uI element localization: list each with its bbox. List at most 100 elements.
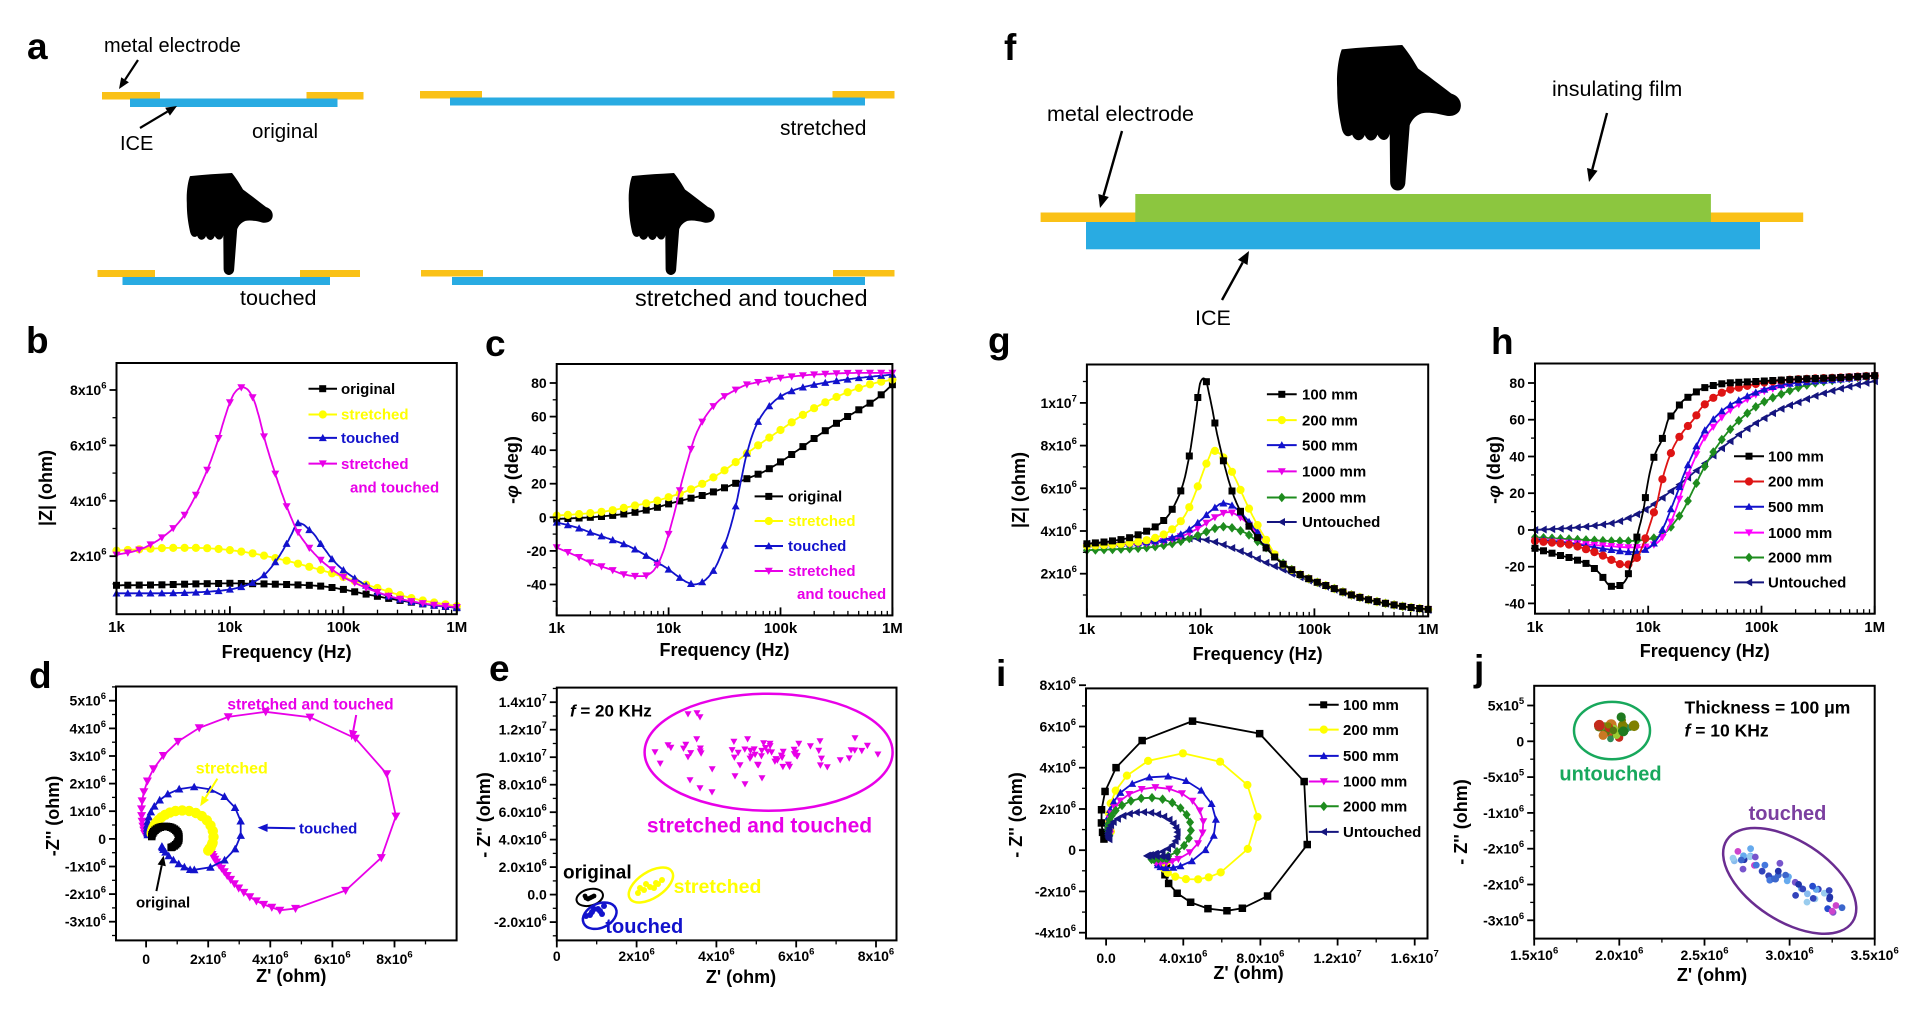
svg-text:touched: touched [299, 821, 357, 838]
svg-text:-2x106: -2x106 [1483, 875, 1524, 893]
svg-text:100 mm: 100 mm [1343, 697, 1399, 714]
svg-text:- Z'' (ohm): - Z'' (ohm) [474, 772, 494, 858]
svg-text:0: 0 [1516, 733, 1524, 749]
svg-text:Frequency (Hz): Frequency (Hz) [1640, 641, 1770, 661]
svg-text:0: 0 [1068, 842, 1076, 858]
svg-text:-2x106: -2x106 [1483, 839, 1524, 857]
svg-text:f: f [1004, 27, 1017, 68]
svg-text:1k: 1k [548, 620, 565, 637]
svg-text:8.0x106: 8.0x106 [1236, 949, 1284, 967]
svg-text:- Z'' (ohm): - Z'' (ohm) [1451, 779, 1471, 865]
svg-text:original: original [136, 895, 190, 912]
svg-text:Frequency (Hz): Frequency (Hz) [222, 642, 352, 662]
svg-text:stretched: stretched [788, 513, 856, 530]
svg-text:200 mm: 200 mm [1768, 474, 1824, 491]
svg-text:metal electrode: metal electrode [1047, 102, 1194, 126]
svg-text:1.0x107: 1.0x107 [499, 748, 547, 766]
svg-text:2.0x106: 2.0x106 [499, 858, 547, 876]
svg-text:Thickness = 100 μm: Thickness = 100 μm [1685, 697, 1851, 717]
svg-text:-3x106: -3x106 [1483, 911, 1524, 929]
svg-text:a: a [27, 26, 48, 67]
svg-text:10k: 10k [1636, 619, 1662, 636]
svg-text:6x106: 6x106 [1040, 717, 1076, 735]
svg-text:original: original [788, 489, 842, 506]
svg-text:100k: 100k [1745, 619, 1779, 636]
svg-text:Untouched: Untouched [1768, 575, 1846, 592]
svg-text:1M: 1M [446, 619, 467, 636]
svg-text:-2.0x106: -2.0x106 [494, 913, 547, 931]
svg-text:80: 80 [1509, 375, 1525, 391]
svg-text:stretched and touched: stretched and touched [227, 697, 393, 714]
svg-text:1000 mm: 1000 mm [1768, 525, 1832, 542]
svg-text:stretched: stretched [341, 456, 409, 473]
svg-text:untouched: untouched [1559, 764, 1661, 786]
svg-text:-Z'' (ohm): -Z'' (ohm) [43, 776, 63, 857]
svg-text:insulating film: insulating film [1552, 77, 1682, 101]
svg-text:100 mm: 100 mm [1768, 448, 1824, 465]
svg-text:Untouched: Untouched [1343, 824, 1421, 841]
svg-text:-1x106: -1x106 [1483, 803, 1524, 821]
svg-text:2x106: 2x106 [190, 950, 226, 968]
svg-text:d: d [29, 655, 52, 696]
svg-text:2x106: 2x106 [70, 774, 106, 792]
svg-text:stretched: stretched [674, 876, 762, 898]
svg-text:100k: 100k [327, 619, 361, 636]
svg-text:4x106: 4x106 [698, 947, 734, 965]
svg-text:200 mm: 200 mm [1302, 412, 1358, 429]
svg-text:1000 mm: 1000 mm [1343, 774, 1407, 791]
svg-text:1k: 1k [1527, 619, 1544, 636]
svg-text:500 mm: 500 mm [1768, 499, 1824, 516]
svg-text:2000 mm: 2000 mm [1768, 550, 1832, 567]
svg-text:1k: 1k [108, 619, 125, 636]
svg-text:5x105: 5x105 [1488, 696, 1525, 714]
svg-text:40: 40 [531, 442, 547, 458]
svg-text:10k: 10k [656, 620, 682, 637]
svg-text:h: h [1491, 321, 1514, 362]
svg-text:4.0x106: 4.0x106 [1159, 949, 1207, 967]
svg-text:20: 20 [531, 476, 547, 492]
svg-text:3x106: 3x106 [70, 747, 106, 765]
svg-text:2.5x106: 2.5x106 [1680, 946, 1728, 964]
svg-text:10k: 10k [217, 619, 243, 636]
svg-text:b: b [26, 320, 49, 361]
svg-text:4.0x106: 4.0x106 [499, 830, 547, 848]
svg-text:-3x106: -3x106 [65, 912, 106, 930]
svg-text:-5x105: -5x105 [1483, 768, 1525, 786]
svg-text:e: e [489, 648, 510, 689]
svg-text:-4x106: -4x106 [1035, 923, 1076, 941]
svg-text:Untouched: Untouched [1302, 514, 1380, 531]
svg-text:40: 40 [1509, 449, 1525, 465]
svg-text:- Z'' (ohm): - Z'' (ohm) [1006, 772, 1026, 858]
svg-text:Frequency (Hz): Frequency (Hz) [1193, 644, 1323, 664]
svg-text:Z' (ohm): Z' (ohm) [256, 966, 326, 986]
svg-text:-20: -20 [526, 543, 546, 559]
svg-text:1x107: 1x107 [1040, 393, 1076, 411]
svg-text:1.5x106: 1.5x106 [1510, 946, 1558, 964]
svg-text:3.0x106: 3.0x106 [1766, 946, 1814, 964]
svg-text:500 mm: 500 mm [1343, 748, 1399, 765]
svg-text:and touched: and touched [797, 586, 886, 603]
svg-text:f = 20 KHz: f = 20 KHz [570, 702, 652, 721]
svg-text:touched: touched [341, 430, 399, 447]
svg-text:20: 20 [1509, 485, 1525, 501]
svg-text:stretched: stretched [341, 407, 409, 424]
svg-text:2x106: 2x106 [618, 947, 654, 965]
svg-text:8x106: 8x106 [1040, 676, 1076, 694]
svg-text:-20: -20 [1505, 559, 1525, 575]
svg-text:-2x106: -2x106 [65, 885, 106, 903]
svg-text:metal electrode: metal electrode [104, 35, 241, 57]
svg-text:6x106: 6x106 [778, 947, 814, 965]
svg-text:0: 0 [553, 948, 561, 964]
svg-text:4x106: 4x106 [70, 491, 106, 509]
svg-text:1000 mm: 1000 mm [1302, 464, 1366, 481]
svg-text:touched: touched [1749, 803, 1827, 825]
svg-text:60: 60 [1509, 412, 1525, 428]
svg-text:|Z| (ohm): |Z| (ohm) [1009, 452, 1029, 528]
svg-text:1M: 1M [882, 620, 903, 637]
svg-text:original: original [252, 120, 318, 143]
svg-text:1M: 1M [1418, 621, 1439, 638]
svg-text:6x106: 6x106 [314, 950, 350, 968]
svg-text:8x106: 8x106 [1040, 436, 1076, 454]
svg-text:0.0: 0.0 [527, 887, 547, 903]
svg-text:100k: 100k [1298, 621, 1332, 638]
